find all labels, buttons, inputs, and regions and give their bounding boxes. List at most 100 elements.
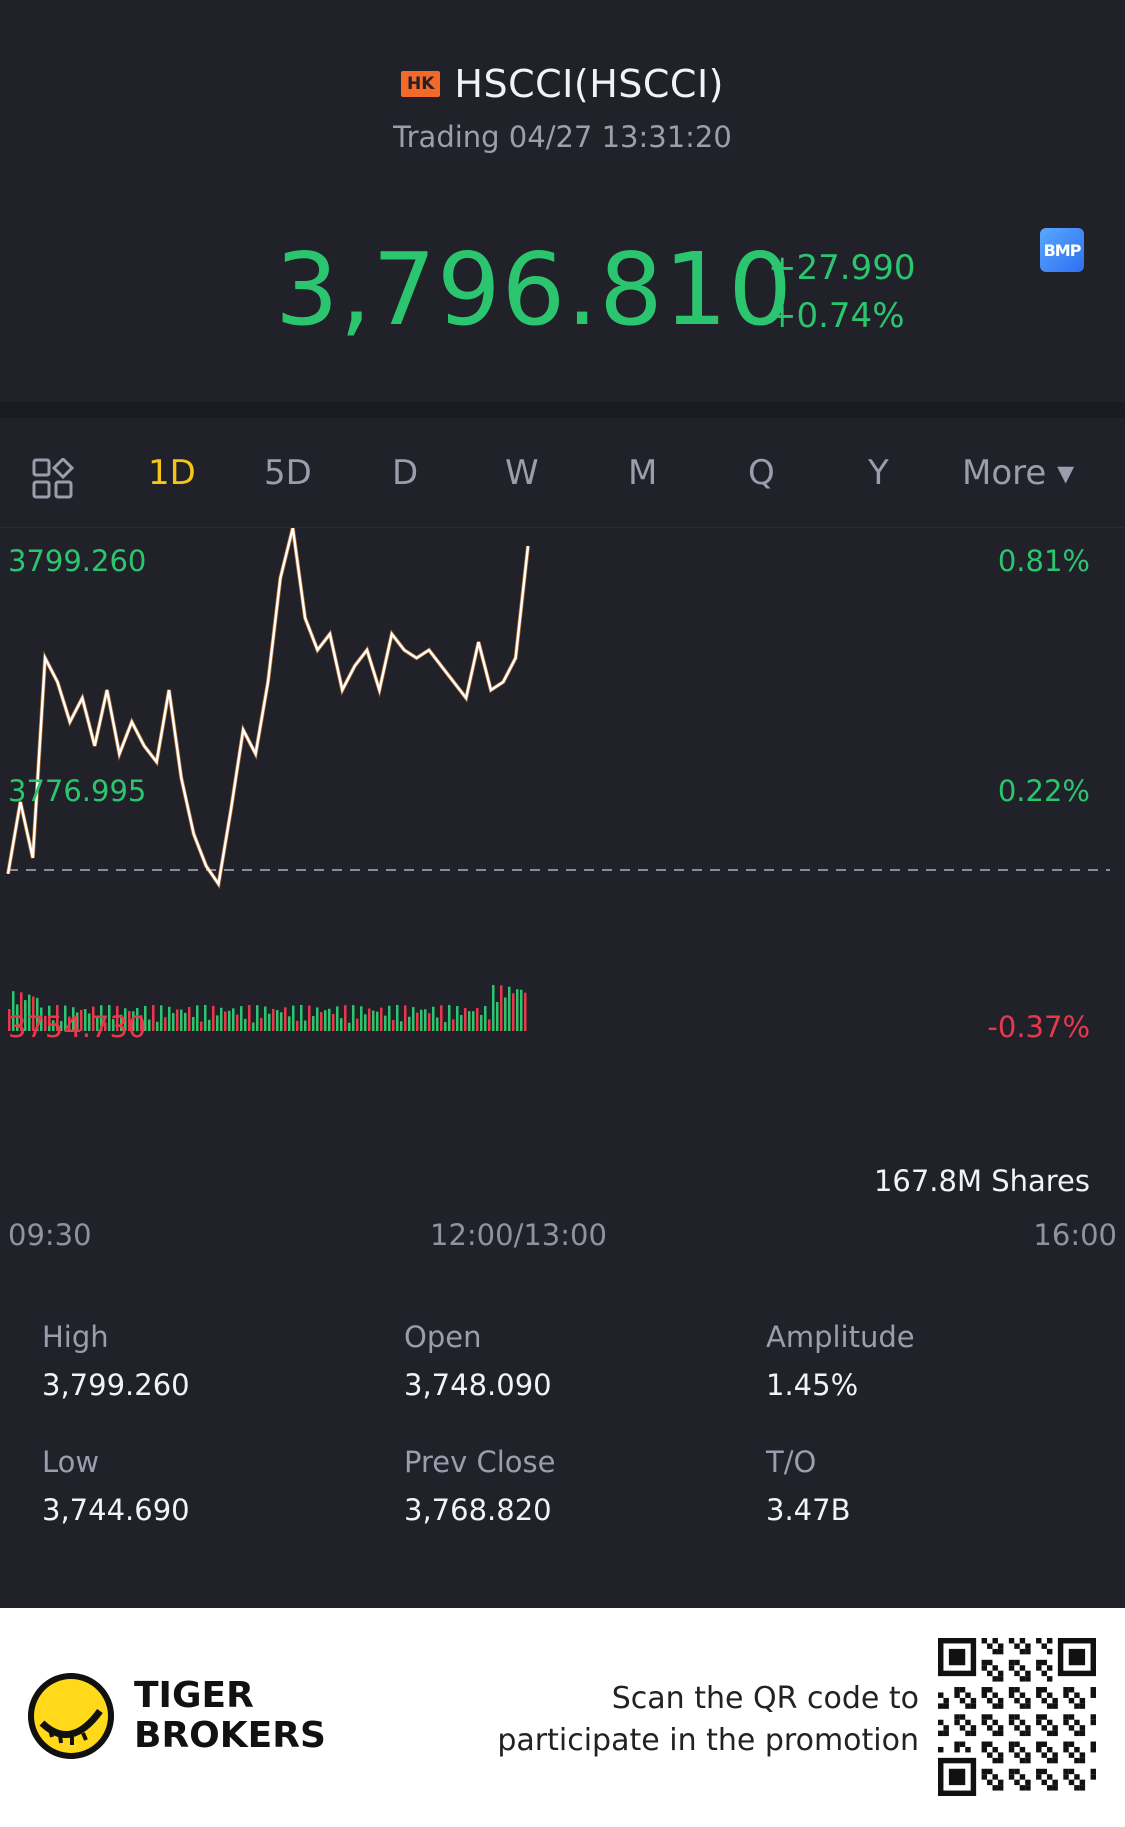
volume-bar [172,1013,175,1031]
volume-bar [212,1005,215,1031]
volume-bars [8,985,527,1031]
volume-bar [208,1019,211,1031]
volume-bar [372,1010,375,1031]
volume-bar [240,1006,243,1031]
x-axis-start: 09:30 [8,1218,92,1252]
tab-5d[interactable]: 5D [264,453,312,493]
page-title: HSCCI(HSCCI) [454,62,724,106]
bmp-badge[interactable]: BMP [1040,228,1084,272]
tab-1d[interactable]: 1D [148,453,196,493]
volume-bar [84,1009,87,1031]
volume-bar [216,1015,219,1031]
tab-q[interactable]: Q [748,453,775,493]
stat-value: 3,744.690 [42,1493,190,1527]
period-tabs: 1D 5D D W M Q Y More ▾ [0,418,1125,528]
volume-bar [376,1011,379,1031]
volume-bar [20,992,23,1031]
volume-bar [124,1008,127,1031]
volume-bar [344,1005,347,1031]
volume-bar [320,1012,323,1031]
volume-bar [232,1008,235,1031]
volume-bar [340,1018,343,1031]
promo-text: Scan the QR code to participate in the p… [497,1678,919,1762]
volume-bar [332,1013,335,1031]
y-axis-low: 3754.730 [8,1010,147,1044]
volume-bar [516,989,519,1031]
volume-bar [412,1007,415,1031]
tab-w[interactable]: W [505,453,539,493]
brand-line1: TIGER [134,1675,254,1716]
volume-bar [184,1012,187,1031]
volume-bar [28,994,31,1031]
stat-value: 1.45% [766,1368,859,1402]
volume-bar [196,1005,199,1031]
tab-y[interactable]: Y [868,453,889,493]
volume-bar [204,1005,207,1031]
volume-bar [284,1007,287,1031]
volume-bar [76,1012,79,1031]
volume-bar [8,1009,11,1031]
volume-bar [356,1018,359,1031]
volume-bar [248,1005,251,1031]
volume-bar [52,1020,55,1031]
stat-amplitude: Amplitude 1.45% [766,1320,915,1402]
promo-line1: Scan the QR code to [611,1681,919,1716]
volume-bar [268,1013,271,1031]
volume-bar [440,1005,443,1031]
volume-bar [524,992,527,1031]
volume-bar [368,1008,371,1031]
pct-axis-high: 0.81% [997,544,1090,578]
quote-header: HK HSCCI(HSCCI) Trading 04/27 13:31:20 3… [0,0,1125,402]
volume-bar [288,1016,291,1031]
volume-bar [44,1015,47,1031]
volume-bar [292,1005,295,1031]
tab-d[interactable]: D [392,453,419,493]
tab-m[interactable]: M [628,453,658,493]
volume-bar [452,1019,455,1031]
volume-bar [424,1009,427,1031]
tab-more[interactable]: More ▾ [962,453,1075,493]
stat-open: Open 3,748.090 [404,1320,552,1402]
y-axis-mid: 3776.995 [8,774,147,808]
stat-value: 3,748.090 [404,1368,552,1402]
promo-footer: TIGER BROKERS Scan the QR code to partic… [0,1608,1125,1827]
volume-bar [312,1016,315,1031]
trading-status: Trading 04/27 13:31:20 [393,120,732,154]
volume-bar [56,1005,59,1031]
stat-high: High 3,799.260 [42,1320,190,1402]
price-change: +27.990 +0.74% [768,244,915,340]
volume-bar [496,1002,499,1031]
title-row: HK HSCCI(HSCCI) [0,62,1125,106]
volume-bar [12,991,15,1031]
tiger-logo-icon [28,1673,114,1759]
volume-bar [92,1006,95,1031]
volume-bar [396,1005,399,1031]
volume-bar [464,1008,467,1031]
volume-bar [88,1013,91,1031]
qr-code[interactable] [938,1638,1096,1796]
y-axis-high: 3799.260 [8,544,147,578]
intraday-chart[interactable]: 3799.260 3776.995 3754.730 0.81% 0.22% -… [0,528,1125,1268]
last-price: 3,796.810 [275,231,793,348]
promo-line2: participate in the promotion [497,1723,919,1758]
volume-bar [336,1006,339,1031]
volume-bar [364,1014,367,1031]
volume-bar [24,1000,27,1031]
volume-bar [164,1017,167,1031]
volume-bar [120,1014,123,1031]
stat-prev-close: Prev Close 3,768.820 [404,1445,556,1527]
volume-bar [308,1005,311,1031]
volume-bar [460,1014,463,1031]
x-axis-mid: 12:00/13:00 [430,1218,607,1252]
x-axis-end: 16:00 [1033,1218,1117,1252]
volume-bar [144,1005,147,1031]
volume-bar [432,1006,435,1031]
volume-bar [296,1020,299,1031]
volume-bar [324,1010,327,1031]
volume-bar [108,1005,111,1031]
layout-grid-icon[interactable] [32,458,74,500]
volume-bar [348,1022,351,1031]
volume-bar [272,1008,275,1031]
volume-bar [176,1009,179,1031]
volume-bar [420,1009,423,1031]
